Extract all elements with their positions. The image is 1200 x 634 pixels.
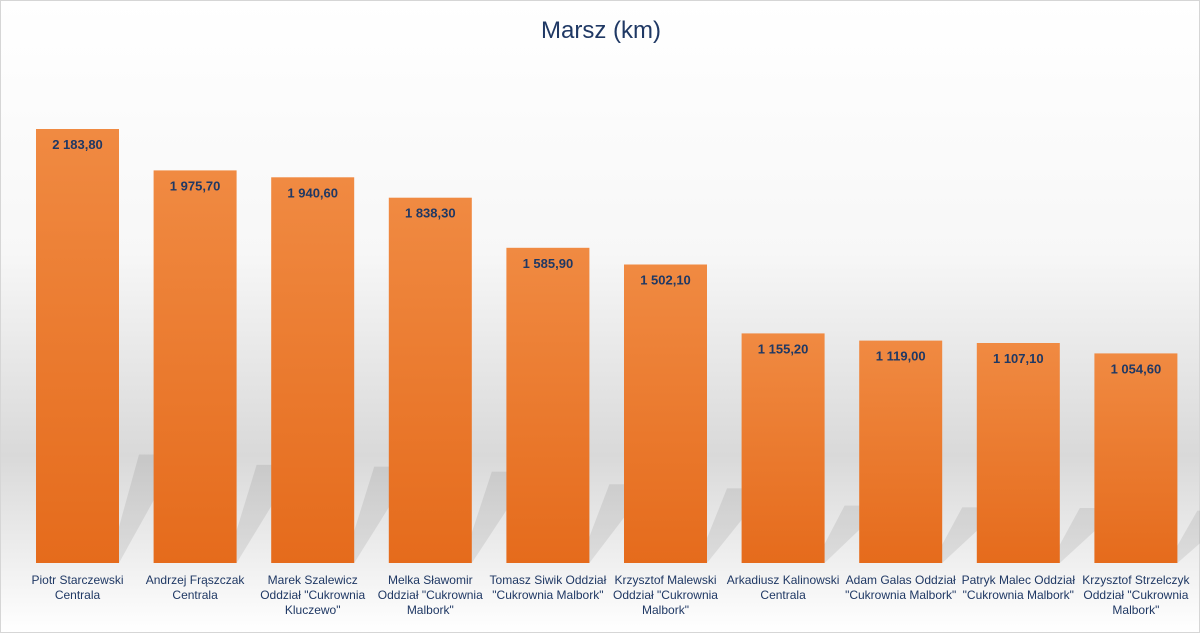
data-label: 1 119,00 bbox=[876, 349, 926, 364]
x-tick-label: Melka Sławomir Oddział "Cukrownia Malbor… bbox=[377, 573, 483, 617]
data-label: 1 155,20 bbox=[758, 341, 809, 356]
data-label: 1 975,70 bbox=[170, 178, 221, 193]
x-tick-label: Adam Galas Oddział "Cukrownia Malbork" bbox=[845, 573, 957, 602]
bar bbox=[1094, 353, 1178, 563]
x-tick-label: Krzysztof Strzelczyk Oddział "Cukrownia … bbox=[1082, 573, 1190, 617]
data-label: 1 502,10 bbox=[640, 273, 691, 288]
bar bbox=[506, 247, 590, 564]
x-tick-label: Krzysztof Malewski Oddział "Cukrownia Ma… bbox=[613, 573, 718, 617]
data-label: 1 940,60 bbox=[287, 185, 338, 200]
bar bbox=[976, 343, 1060, 563]
bar bbox=[859, 340, 943, 563]
bar bbox=[153, 170, 237, 563]
x-tick-label: Andrzej Frąszczak Centrala bbox=[145, 573, 245, 602]
bar bbox=[624, 264, 707, 563]
bar bbox=[271, 177, 355, 564]
data-label: 2 183,80 bbox=[52, 137, 103, 152]
x-tick-label: Tomasz Siwik Oddział "Cukrownia Malbork" bbox=[489, 573, 607, 602]
chart-title: Marsz (km) bbox=[541, 17, 661, 44]
data-label: 1 107,10 bbox=[993, 351, 1044, 366]
data-label: 1 054,60 bbox=[1111, 361, 1162, 376]
data-label: 1 585,90 bbox=[523, 256, 574, 271]
x-tick-label: Marek Szalewicz Oddział "Cukrownia Klucz… bbox=[260, 573, 366, 617]
x-tick-label: Piotr Starczewski Centrala bbox=[31, 573, 124, 602]
bar bbox=[388, 197, 472, 563]
x-tick-label: Arkadiusz Kalinowski Centrala bbox=[726, 573, 840, 602]
data-label: 1 838,30 bbox=[405, 206, 456, 221]
x-tick-label: Patryk Malec Oddział "Cukrownia Malbork" bbox=[961, 573, 1075, 602]
bar bbox=[741, 333, 825, 563]
bar bbox=[36, 129, 119, 563]
